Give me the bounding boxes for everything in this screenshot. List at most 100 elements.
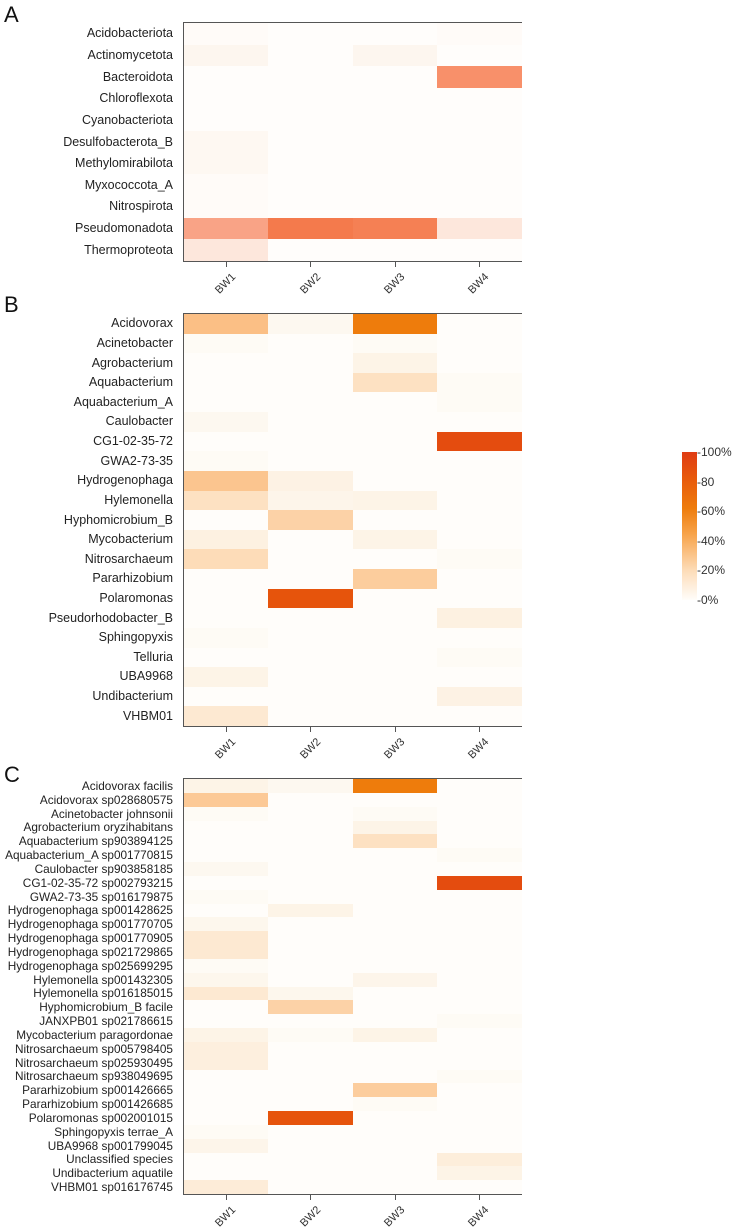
heatmap-cell [268, 588, 353, 609]
heatmap-cell [436, 1055, 522, 1070]
heatmap-cell [268, 862, 353, 877]
heatmap-cell [184, 333, 269, 354]
heatmap-cell [352, 451, 438, 472]
heatmap-cell [268, 889, 353, 904]
heatmap-panel-a [183, 22, 522, 262]
row-label: Bacteroidota [102, 69, 173, 84]
heatmap-cell [436, 490, 522, 511]
heatmap-cell [436, 392, 522, 413]
heatmap-cell [184, 806, 269, 821]
heatmap-cell [184, 667, 269, 688]
heatmap-cell [352, 792, 438, 808]
heatmap-cell [352, 549, 438, 570]
heatmap-cell [184, 706, 269, 727]
heatmap-cell [268, 1028, 353, 1043]
heatmap-cell [352, 569, 438, 590]
legend-tick-label: -0% [697, 593, 719, 607]
heatmap-cell [436, 333, 522, 354]
heatmap-cell [352, 1083, 438, 1098]
heatmap-cell [352, 314, 438, 335]
row-label: UBA9968 sp001799045 [47, 1138, 173, 1153]
heatmap-cell [352, 392, 438, 413]
heatmap-cell [184, 834, 269, 849]
panel-letter-a: A [4, 2, 19, 27]
heatmap-cell [268, 903, 353, 918]
x-tick [226, 262, 228, 267]
heatmap-cell [184, 1014, 269, 1029]
heatmap-cell [268, 196, 353, 219]
heatmap-cell [184, 239, 269, 262]
heatmap-cell [352, 1069, 438, 1084]
row-label: Polaromonas sp002001015 [28, 1110, 173, 1125]
heatmap-cell [436, 1124, 522, 1140]
heatmap-cell [436, 1041, 522, 1057]
heatmap-cell [436, 792, 522, 808]
heatmap-cell [268, 931, 353, 946]
heatmap-cell [268, 667, 353, 688]
heatmap-cell [184, 23, 269, 46]
heatmap-cell [352, 862, 438, 877]
heatmap-cell [436, 510, 522, 531]
heatmap-cell [184, 1083, 269, 1098]
heatmap-cell [436, 217, 522, 240]
row-label: Actinomycetota [87, 47, 173, 62]
heatmap-cell [268, 917, 353, 932]
heatmap-cell [352, 372, 438, 393]
heatmap-cell [184, 470, 269, 492]
heatmap-cell [436, 109, 522, 132]
heatmap-cell [184, 392, 269, 413]
heatmap-panel-c [183, 778, 522, 1195]
row-label: Hylemonella sp016185015 [33, 986, 173, 1001]
column-label: BW1 [213, 736, 239, 762]
heatmap-cell [184, 431, 269, 452]
row-label: Acidovorax facilis [81, 778, 173, 793]
row-label: Unclassified species [66, 1152, 173, 1167]
heatmap-cell [436, 1069, 522, 1084]
heatmap-cell [436, 779, 522, 794]
heatmap-cell [352, 490, 438, 511]
heatmap-cell [184, 1028, 269, 1043]
heatmap-cell [184, 1180, 269, 1195]
heatmap-cell [184, 958, 269, 974]
heatmap-cell [184, 931, 269, 946]
heatmap-cell [184, 87, 269, 111]
row-label: Pararhizobium sp001426665 [22, 1083, 173, 1098]
heatmap-cell [436, 23, 522, 46]
heatmap-cell [268, 549, 353, 570]
row-label: Chloroflexota [99, 91, 173, 106]
row-label: Aquabacterium_A sp001770815 [5, 848, 173, 862]
heatmap-cell [268, 239, 353, 262]
heatmap-cell [268, 510, 353, 531]
heatmap-cell [352, 1014, 438, 1029]
heatmap-cell [436, 1014, 522, 1029]
heatmap-cell [268, 1180, 353, 1195]
heatmap-cell [436, 986, 522, 1001]
heatmap-cell [184, 66, 269, 89]
heatmap-cell [268, 431, 353, 452]
heatmap-cell [352, 627, 438, 648]
heatmap-cell [352, 806, 438, 821]
heatmap-cell [436, 862, 522, 877]
heatmap-cell [352, 706, 438, 727]
heatmap-cell [352, 1097, 438, 1112]
heatmap-cell [352, 87, 438, 111]
heatmap-cell [184, 1166, 269, 1181]
heatmap-cell [184, 903, 269, 918]
heatmap-cell [268, 529, 353, 550]
heatmap-cell [436, 569, 522, 590]
row-label: Hylemonella [104, 492, 173, 507]
heatmap-cell [184, 569, 269, 590]
heatmap-cell [436, 131, 522, 154]
row-label: UBA9968 [119, 669, 173, 684]
x-tick [310, 262, 312, 267]
x-tick [478, 262, 480, 267]
heatmap-cell [184, 1041, 269, 1057]
legend-color-bar [682, 452, 697, 600]
heatmap-cell [352, 217, 438, 240]
row-label: Hyphomicrobium_B [63, 512, 173, 527]
row-label: JANXPB01 sp021786615 [39, 1014, 173, 1028]
heatmap-cell [268, 66, 353, 89]
column-label: BW2 [297, 736, 323, 762]
heatmap-cell [352, 333, 438, 354]
column-label: BW2 [297, 271, 323, 297]
